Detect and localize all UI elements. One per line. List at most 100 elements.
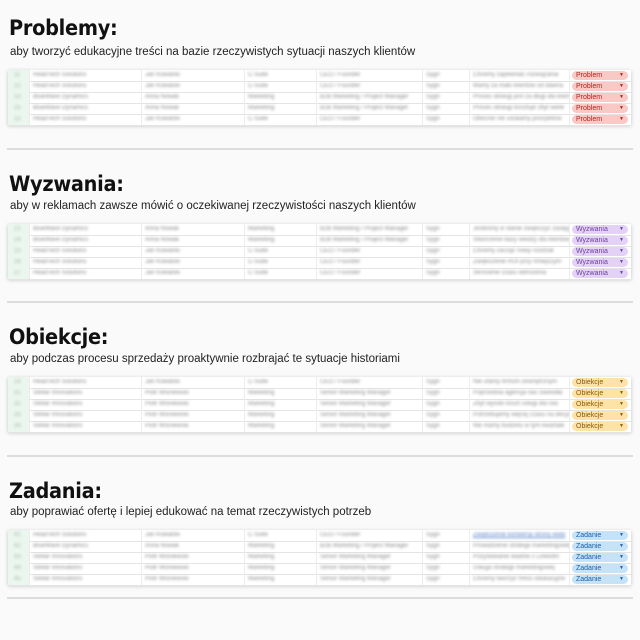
table-row[interactable]: 45 Stellar Innovations Piotr Wiśniewski Mar… [8,574,631,586]
category-dropdown[interactable]: Zadanie ▼ [572,575,628,584]
role-cell[interactable]: CEO / Founder [317,257,423,268]
department-cell[interactable]: C-Suite [245,257,317,268]
department-cell[interactable]: C-Suite [245,246,317,257]
category-dropdown[interactable]: Zadanie ▼ [572,553,628,562]
chevron-down-icon[interactable]: ▼ [619,72,624,78]
chevron-down-icon[interactable]: ▼ [619,83,624,89]
category-dropdown[interactable]: Problem ▼ [572,93,628,102]
department-cell[interactable]: Marketing [245,399,317,410]
company-cell[interactable]: HeadTech Solutions [30,81,142,92]
source-cell[interactable]: Sygn [423,103,470,114]
department-cell[interactable]: C-Suite [245,530,317,541]
description-cell[interactable]: Chcemy tworzyć treści edukacyjne [470,574,570,585]
category-dropdown[interactable]: Wyzwania ▼ [572,269,628,278]
description-cell[interactable]: Potrzebujemy więcej czasu na decyzję [470,410,570,421]
role-cell[interactable]: Senior Marketing Manager [317,399,423,410]
chevron-down-icon[interactable]: ▼ [619,576,624,582]
category-cell[interactable]: Wyzwania ▼ [570,268,631,279]
department-cell[interactable]: C-Suite [245,81,317,92]
table-row[interactable]: 44 Stellar Innovations Piotr Wiśniewski Mar… [8,563,631,575]
person-cell[interactable]: Piotr Wiśniewski [142,563,245,574]
role-cell[interactable]: Senior Marketing Manager [317,410,423,421]
role-cell[interactable]: Senior Marketing Manager [317,574,423,585]
company-cell[interactable]: BlueWave Dynamics [30,235,142,246]
chevron-down-icon[interactable]: ▼ [619,226,624,232]
department-cell[interactable]: Marketing [245,388,317,399]
category-cell[interactable]: Wyzwania ▼ [570,224,631,235]
category-cell[interactable]: Problem ▼ [570,70,631,81]
description-cell[interactable]: Zbyt wysoki koszt usługi dla nas [470,399,570,410]
table-row[interactable]: 31 Stellar Innovations Piotr Wiśniewski Mar… [8,388,631,400]
description-cell[interactable]: Proces obsługi kosztuje zbyt wiele [470,103,570,114]
category-dropdown[interactable]: Obiekcje ▼ [572,422,628,431]
company-cell[interactable]: Stellar Innovations [30,399,142,410]
source-cell[interactable]: Sygn [423,552,470,563]
description-cell[interactable]: Jesteśmy w stanie zwiększyć zasięg [470,224,570,235]
person-cell[interactable]: Jan Kowalski [142,377,245,388]
chevron-down-icon[interactable]: ▼ [619,565,624,571]
table-row[interactable]: 15 HeadTech Solutions Jan Kowalski C-Suite C… [8,246,631,258]
category-dropdown[interactable]: Problem ▼ [572,115,628,124]
role-cell[interactable]: CEO / Founder [317,81,423,92]
table-row[interactable]: 41 HeadTech Solutions Jan Kowalski C-Suite C… [8,530,631,542]
source-cell[interactable]: Sygn [423,268,470,279]
category-dropdown[interactable]: Zadanie ▼ [572,564,628,573]
person-cell[interactable]: Anna Nowak [142,103,245,114]
category-cell[interactable]: Obiekcje ▼ [570,377,631,388]
company-cell[interactable]: Stellar Innovations [30,563,142,574]
department-cell[interactable]: Marketing [245,92,317,103]
company-cell[interactable]: BlueWave Dynamics [30,224,142,235]
description-cell[interactable]: Prowadzenie strategii marketingowej [470,541,570,552]
person-cell[interactable]: Piotr Wiśniewski [142,552,245,563]
table-row[interactable]: 34 Stellar Innovations Piotr Wiśniewski Mar… [8,421,631,433]
chevron-down-icon[interactable]: ▼ [619,116,624,122]
chevron-down-icon[interactable]: ▼ [619,237,624,243]
role-cell[interactable]: B2B Marketing / Project Manager [317,541,423,552]
category-cell[interactable]: Wyzwania ▼ [570,246,631,257]
table-row[interactable]: 12 HeadTech Solutions Jan Kowalski C-Suite C… [8,114,631,126]
department-cell[interactable]: Marketing [245,421,317,432]
source-cell[interactable]: Sygn [423,257,470,268]
category-dropdown[interactable]: Zadanie ▼ [572,531,628,540]
category-cell[interactable]: Obiekcje ▼ [570,410,631,421]
chevron-down-icon[interactable]: ▼ [619,412,624,418]
source-cell[interactable]: Sygn [423,574,470,585]
description-cell[interactable]: Nie mamy budżetu w tym kwartale [470,421,570,432]
source-cell[interactable]: Sygn [423,530,470,541]
role-cell[interactable]: Senior Marketing Manager [317,552,423,563]
table-row[interactable]: 32 Stellar Innovations Piotr Wiśniewski Mar… [8,399,631,411]
role-cell[interactable]: CEO / Founder [317,114,423,125]
role-cell[interactable]: CEO / Founder [317,268,423,279]
category-dropdown[interactable]: Wyzwania ▼ [572,247,628,256]
person-cell[interactable]: Jan Kowalski [142,268,245,279]
department-cell[interactable]: C-Suite [245,377,317,388]
department-cell[interactable]: C-Suite [245,70,317,81]
department-cell[interactable]: Marketing [245,224,317,235]
category-cell[interactable]: Problem ▼ [570,92,631,103]
category-cell[interactable]: Zadanie ▼ [570,530,631,541]
person-cell[interactable]: Jan Kowalski [142,246,245,257]
chevron-down-icon[interactable]: ▼ [619,94,624,100]
category-cell[interactable]: Zadanie ▼ [570,574,631,585]
category-dropdown[interactable]: Wyzwania ▼ [572,225,628,234]
source-cell[interactable]: Sygn [423,563,470,574]
source-cell[interactable]: Sygn [423,399,470,410]
table-row[interactable]: 22 HeadTech Solutions Jan Kowalski C-Suite C… [8,81,631,93]
table-row[interactable]: 13 BlueWave Dynamics Anna Nowak Marketing B2… [8,92,631,104]
category-cell[interactable]: Problem ▼ [570,103,631,114]
category-cell[interactable]: Zadanie ▼ [570,563,631,574]
category-dropdown[interactable]: Obiekcje ▼ [572,378,628,387]
company-cell[interactable]: Stellar Innovations [30,410,142,421]
department-cell[interactable]: Marketing [245,574,317,585]
department-cell[interactable]: C-Suite [245,114,317,125]
table-row[interactable]: 14 HeadTech Solutions Jan Kowalski C-Suite C… [8,377,631,389]
description-cell[interactable]: Nie ufamy firmom zewnętrznym [470,377,570,388]
company-cell[interactable]: Stellar Innovations [30,552,142,563]
category-cell[interactable]: Obiekcje ▼ [570,421,631,432]
table-row[interactable]: 26 HeadTech Solutions Jan Kowalski C-Suite C… [8,257,631,269]
description-cell[interactable]: Pozyskiwanie leadów z LinkedIn [470,552,570,563]
company-cell[interactable]: HeadTech Solutions [30,70,142,81]
table-row[interactable]: 24 BlueWave Dynamics Anna Nowak Marketing B2… [8,235,631,247]
role-cell[interactable]: B2B Marketing / Project Manager [317,235,423,246]
category-dropdown[interactable]: Wyzwania ▼ [572,258,628,267]
